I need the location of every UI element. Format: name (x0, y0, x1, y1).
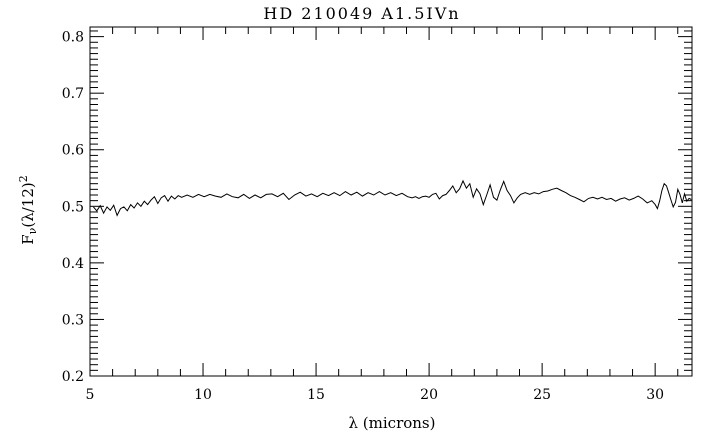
y-axis-label: Fν(λ/12)2 (17, 175, 39, 244)
axis-tick-labels: 5 10 15 20 25 30 0.2 0.3 0.4 0.5 0.6 0.7 0.8 (62, 30, 664, 403)
y-axis-label-base: F (19, 234, 37, 244)
y-axis-label-subscript: ν (26, 227, 39, 234)
y-tick-label: 0.4 (62, 256, 84, 272)
x-axis-label: λ (microns) (349, 414, 436, 432)
plot-border (89, 26, 693, 377)
x-tick-label: 20 (420, 387, 438, 403)
x-tick-label: 30 (646, 387, 664, 403)
y-tick-label: 0.8 (62, 30, 84, 46)
y-tick-label: 0.5 (62, 199, 84, 215)
y-tick-label: 0.7 (62, 86, 84, 102)
x-tick-label: 15 (307, 387, 325, 403)
x-tick-label: 25 (533, 387, 551, 403)
y-axis-label-base2: (λ/12) (19, 182, 37, 227)
y-tick-label: 0.2 (62, 369, 84, 385)
y-tick-label: 0.3 (62, 312, 84, 328)
axis-ticks (89, 27, 692, 377)
spectrum-line (93, 179, 692, 217)
y-axis-label-superscript: 2 (17, 175, 30, 182)
x-tick-label: 5 (86, 387, 95, 403)
y-tick-label: 0.6 (62, 143, 84, 159)
x-tick-label: 10 (194, 387, 212, 403)
plot-title: HD 210049 A1.5IVn (263, 4, 460, 23)
